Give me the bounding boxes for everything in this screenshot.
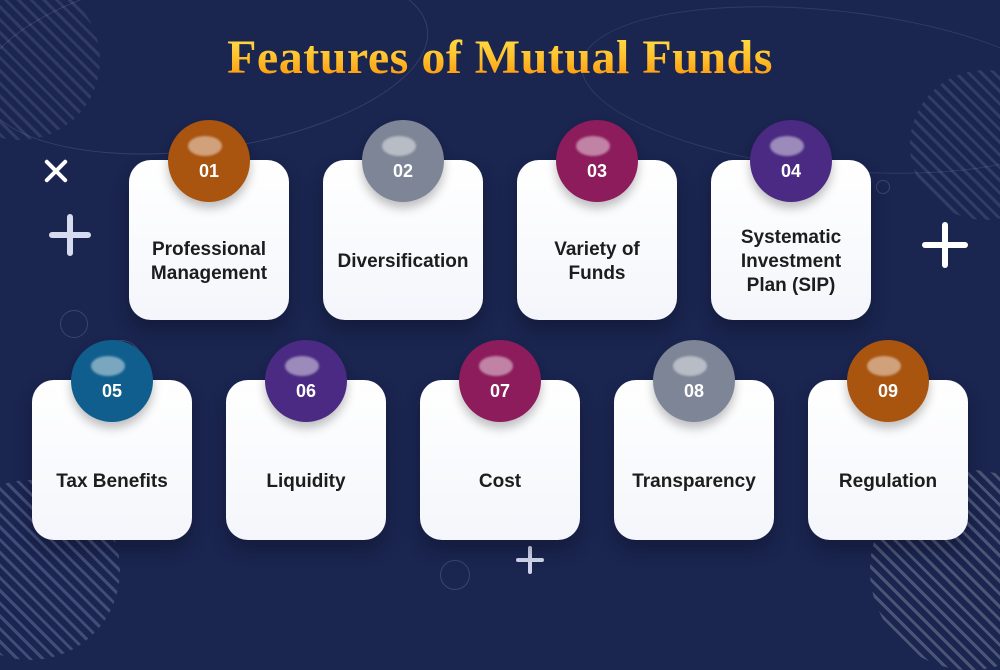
feature-label: Cost: [430, 442, 570, 522]
feature-label: Professional Management: [139, 222, 279, 302]
feature-label: Transparency: [624, 442, 764, 522]
deco-circle-3: [440, 560, 470, 590]
card-row-1: 01 Professional Management 02 Diversific…: [0, 160, 1000, 320]
feature-label: Systematic Investment Plan (SIP): [721, 222, 861, 302]
feature-label: Variety of Funds: [527, 222, 667, 302]
feature-label: Regulation: [818, 442, 958, 522]
feature-badge: 07: [469, 350, 531, 412]
feature-badge: 03: [566, 130, 628, 192]
card-row-2: 05 Tax Benefits 06 Liquidity 07 Cost 08 …: [0, 380, 1000, 540]
feature-card: 06 Liquidity: [226, 380, 386, 540]
feature-badge: 04: [760, 130, 822, 192]
feature-label: Diversification: [333, 222, 473, 302]
feature-badge: 01: [178, 130, 240, 192]
feature-card: 03 Variety of Funds: [517, 160, 677, 320]
sparkle-icon: [520, 550, 540, 570]
feature-badge: 08: [663, 350, 725, 412]
feature-card: 05 Tax Benefits: [32, 380, 192, 540]
feature-badge: 05: [81, 350, 143, 412]
feature-badge: 02: [372, 130, 434, 192]
feature-card: 08 Transparency: [614, 380, 774, 540]
feature-label: Liquidity: [236, 442, 376, 522]
feature-card: 02 Diversification: [323, 160, 483, 320]
feature-badge: 06: [275, 350, 337, 412]
feature-card: 01 Professional Management: [129, 160, 289, 320]
feature-card: 09 Regulation: [808, 380, 968, 540]
feature-card: 04 Systematic Investment Plan (SIP): [711, 160, 871, 320]
feature-card: 07 Cost: [420, 380, 580, 540]
feature-label: Tax Benefits: [42, 442, 182, 522]
feature-badge: 09: [857, 350, 919, 412]
page-title: Features of Mutual Funds: [0, 30, 1000, 85]
